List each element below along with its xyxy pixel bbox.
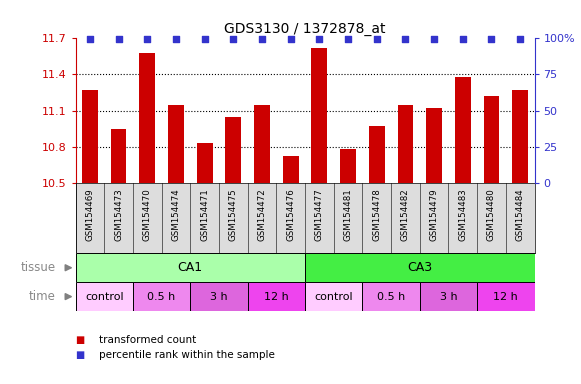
- Bar: [191, 282, 248, 311]
- Text: tissue: tissue: [20, 261, 55, 274]
- Bar: [248, 282, 305, 311]
- Bar: [340, 149, 356, 183]
- Bar: [311, 48, 327, 183]
- Text: ■: ■: [76, 350, 85, 360]
- Point: [515, 36, 525, 42]
- Bar: [197, 143, 213, 183]
- Text: GSM154470: GSM154470: [143, 189, 152, 241]
- Bar: [283, 156, 299, 183]
- Text: time: time: [28, 290, 55, 303]
- Point: [171, 36, 181, 42]
- Point: [85, 36, 95, 42]
- Text: GSM154481: GSM154481: [343, 189, 353, 241]
- Text: GSM154473: GSM154473: [114, 189, 123, 241]
- Text: GSM154469: GSM154469: [85, 189, 94, 241]
- Title: GDS3130 / 1372878_at: GDS3130 / 1372878_at: [224, 22, 386, 36]
- Bar: [139, 53, 155, 183]
- Bar: [455, 77, 471, 183]
- Bar: [305, 253, 535, 282]
- Bar: [483, 96, 500, 183]
- Point: [315, 36, 324, 42]
- Text: CA3: CA3: [407, 261, 432, 274]
- Text: GSM154484: GSM154484: [516, 189, 525, 241]
- Text: transformed count: transformed count: [99, 335, 196, 345]
- Point: [257, 36, 267, 42]
- Text: percentile rank within the sample: percentile rank within the sample: [99, 350, 275, 360]
- Text: GSM154472: GSM154472: [257, 189, 267, 241]
- Bar: [82, 90, 98, 183]
- Bar: [168, 104, 184, 183]
- Text: GSM154480: GSM154480: [487, 189, 496, 241]
- Point: [372, 36, 381, 42]
- Bar: [426, 108, 442, 183]
- Text: CA1: CA1: [178, 261, 203, 274]
- Point: [429, 36, 439, 42]
- Bar: [512, 90, 528, 183]
- Text: GSM154475: GSM154475: [229, 189, 238, 241]
- Bar: [305, 282, 363, 311]
- Point: [114, 36, 123, 42]
- Bar: [110, 129, 127, 183]
- Text: GSM154471: GSM154471: [200, 189, 209, 241]
- Text: 12 h: 12 h: [264, 291, 289, 301]
- Text: GSM154483: GSM154483: [458, 189, 467, 241]
- Point: [286, 36, 295, 42]
- Point: [401, 36, 410, 42]
- Point: [142, 36, 152, 42]
- Text: GSM154477: GSM154477: [315, 189, 324, 241]
- Text: control: control: [85, 291, 124, 301]
- Bar: [363, 282, 419, 311]
- Bar: [477, 282, 535, 311]
- Text: GSM154474: GSM154474: [171, 189, 181, 241]
- Text: 0.5 h: 0.5 h: [148, 291, 175, 301]
- Text: 12 h: 12 h: [493, 291, 518, 301]
- Text: GSM154478: GSM154478: [372, 189, 381, 241]
- Point: [487, 36, 496, 42]
- Point: [343, 36, 353, 42]
- Point: [229, 36, 238, 42]
- Point: [458, 36, 468, 42]
- Point: [200, 36, 209, 42]
- Text: 0.5 h: 0.5 h: [377, 291, 405, 301]
- Text: 3 h: 3 h: [440, 291, 457, 301]
- Text: control: control: [314, 291, 353, 301]
- Bar: [254, 104, 270, 183]
- Text: GSM154479: GSM154479: [429, 189, 439, 241]
- Bar: [369, 126, 385, 183]
- Bar: [133, 282, 191, 311]
- Bar: [225, 117, 241, 183]
- Bar: [420, 282, 477, 311]
- Text: 3 h: 3 h: [210, 291, 228, 301]
- Bar: [76, 253, 305, 282]
- Text: GSM154482: GSM154482: [401, 189, 410, 241]
- Text: ■: ■: [76, 335, 85, 345]
- Bar: [397, 104, 413, 183]
- Text: GSM154476: GSM154476: [286, 189, 295, 241]
- Bar: [76, 282, 133, 311]
